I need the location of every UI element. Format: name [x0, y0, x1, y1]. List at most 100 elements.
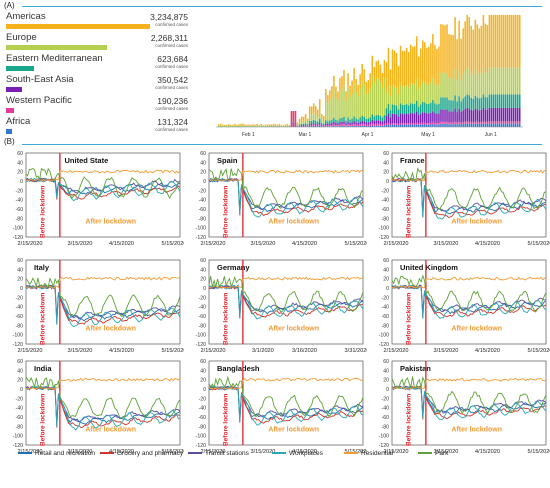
daily-case-bar-segment: [353, 121, 355, 125]
mobility-series-line: [391, 169, 547, 182]
panel-x-tick-label: 3/15/2020: [67, 348, 92, 354]
daily-case-bar-segment: [391, 124, 394, 127]
panel-y-tick-label: 0: [20, 286, 23, 292]
daily-case-bar-segment: [512, 107, 515, 122]
panel-x-tick-label: 3/31/2020: [345, 348, 367, 354]
daily-case-bar-segment: [304, 125, 307, 127]
daily-case-bar-segment: [426, 85, 428, 105]
daily-case-bar-segment: [345, 100, 347, 121]
panel-x-tick-label: 5/15/2020: [162, 348, 184, 354]
daily-case-bar-segment: [438, 46, 440, 85]
daily-case-bar-segment: [401, 114, 404, 124]
daily-case-bar-segment: [359, 121, 361, 125]
daily-case-bar-segment: [357, 122, 359, 125]
daily-case-bar-segment: [278, 125, 281, 127]
daily-case-bar-segment: [369, 117, 372, 122]
daily-case-bar-segment: [456, 124, 458, 127]
daily-case-bar-segment: [432, 34, 434, 78]
daily-case-bar-segment: [500, 121, 503, 124]
daily-case-bar-segment: [234, 123, 236, 126]
daily-case-bar-segment: [365, 94, 367, 119]
daily-case-bar-segment: [502, 121, 505, 124]
section-a-divider: [22, 6, 542, 8]
daily-case-bar-segment: [502, 123, 505, 127]
daily-case-bar-segment: [369, 124, 372, 126]
panel-y-tick-label: -120: [13, 342, 23, 348]
panel-title: Pakistan: [400, 364, 431, 373]
daily-case-bar-segment: [373, 125, 376, 127]
daily-case-bar-segment: [401, 50, 404, 87]
daily-case-bar-segment: [466, 107, 468, 122]
daily-case-bar-segment: [478, 122, 481, 125]
mobility-series-line: [25, 169, 181, 182]
panel-title: Bangladesh: [217, 364, 260, 373]
daily-case-bar-segment: [329, 100, 331, 121]
daily-case-bar-segment: [383, 77, 386, 115]
legend-swatch: [272, 452, 286, 454]
daily-case-bar-segment: [302, 120, 305, 124]
daily-case-bar-segment: [452, 78, 454, 101]
panel-y-tick-label: 0: [203, 286, 206, 292]
panel-y-tick-label: 40: [383, 160, 389, 166]
daily-case-bar-segment: [395, 105, 398, 115]
daily-case-bar-segment: [343, 116, 345, 122]
panel-x-tick-label: 3/15/2020: [67, 449, 92, 455]
daily-case-bar-segment: [504, 107, 507, 122]
daily-case-bar-segment: [304, 119, 307, 124]
panel-y-tick-label: 40: [17, 267, 23, 273]
mobility-series-line: [208, 177, 364, 218]
daily-case-bar-segment: [466, 67, 468, 95]
daily-case-bar-segment: [375, 61, 378, 79]
daily-case-bar-segment: [462, 28, 464, 75]
daily-case-bar-segment: [260, 123, 262, 126]
daily-case-bar-segment: [248, 125, 250, 127]
daily-case-bar-segment: [401, 123, 404, 125]
daily-case-bar-segment: [448, 100, 450, 112]
daily-case-bar-segment: [450, 100, 452, 112]
daily-case-bar-segment: [502, 15, 505, 68]
daily-case-bar-segment: [397, 125, 400, 127]
region-case-unit: confirmed cases: [155, 127, 188, 132]
daily-case-bar-segment: [314, 125, 317, 127]
panel-y-tick-label: -60: [199, 415, 207, 421]
daily-case-bar-segment: [242, 123, 244, 126]
daily-case-bar-segment: [321, 125, 323, 126]
daily-case-bar-segment: [383, 120, 386, 124]
daily-case-bar-segment: [355, 91, 357, 119]
panel-y-tick-label: -60: [382, 314, 390, 320]
daily-case-bar-segment: [220, 123, 222, 126]
daily-case-bar-segment: [325, 120, 327, 124]
panel-y-tick-label: 0: [386, 286, 389, 292]
daily-case-bar-segment: [462, 124, 464, 127]
daily-case-bar-segment: [385, 62, 388, 93]
mobility-series-line: [391, 178, 547, 220]
daily-case-bar-segment: [343, 124, 345, 126]
daily-case-bar-segment: [480, 97, 483, 110]
daily-case-bar-segment: [450, 34, 452, 79]
daily-case-bar-segment: [337, 126, 339, 127]
daily-case-bar-segment: [335, 122, 337, 125]
daily-case-bar-segment: [387, 47, 390, 86]
panel-y-tick-label: -120: [379, 443, 389, 449]
daily-case-bar-segment: [458, 123, 460, 127]
daily-case-bar-segment: [488, 121, 491, 124]
daily-case-bar-segment: [331, 122, 333, 125]
daily-case-bar-segment: [312, 119, 315, 124]
region-case-bar: [6, 45, 107, 50]
panel-y-tick-label: 0: [386, 387, 389, 393]
daily-case-bar-segment: [347, 87, 349, 118]
daily-case-bar-segment: [428, 84, 430, 104]
panel-y-tick-label: -60: [199, 314, 207, 320]
daily-case-bar-segment: [316, 109, 319, 117]
daily-case-bar-segment: [244, 125, 246, 127]
legend-label: Workplaces: [289, 449, 323, 457]
daily-case-bar-segment: [488, 123, 491, 127]
daily-case-bar-segment: [345, 123, 347, 126]
daily-case-bar-segment: [462, 110, 464, 123]
daily-case-bar-segment: [434, 103, 436, 114]
daily-case-bar-segment: [323, 125, 325, 126]
daily-case-bar-segment: [486, 109, 489, 122]
daily-case-bar-segment: [403, 86, 406, 105]
daily-case-bar-segment: [319, 124, 321, 126]
daily-case-bar-segment: [415, 78, 418, 101]
